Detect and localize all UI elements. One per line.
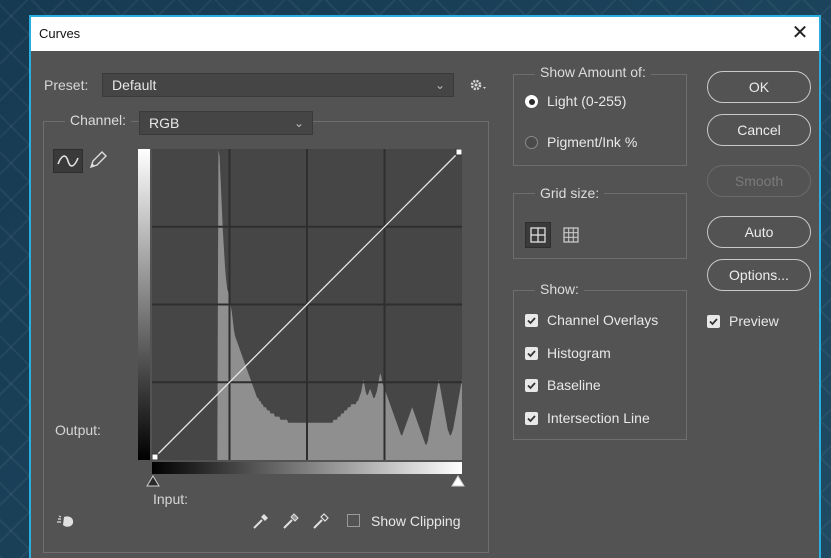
ok-button[interactable]: OK	[707, 71, 811, 103]
curve-point-black[interactable]	[152, 453, 159, 460]
black-eyedropper-icon[interactable]	[251, 511, 271, 531]
curve-point-white[interactable]	[455, 149, 462, 156]
light-radio[interactable]	[525, 95, 538, 108]
show-clipping-checkbox[interactable]	[347, 514, 360, 527]
baseline-label: Baseline	[547, 377, 601, 393]
smooth-button[interactable]: Smooth	[707, 165, 811, 197]
checkmark-icon	[709, 318, 718, 326]
pigment-radio-label: Pigment/Ink %	[547, 134, 638, 150]
curve-graph[interactable]	[152, 149, 462, 460]
channel-value: RGB	[149, 115, 180, 131]
intersection-line-checkbox[interactable]	[525, 412, 538, 425]
light-radio-label: Light (0-255)	[547, 93, 627, 109]
gray-eyedropper-icon[interactable]	[281, 511, 301, 531]
close-icon[interactable]: ✕	[791, 22, 809, 44]
detailed-grid-button[interactable]	[559, 223, 583, 247]
white-eyedropper-icon[interactable]	[311, 511, 331, 531]
preview-label: Preview	[729, 313, 779, 329]
show-group	[513, 290, 687, 440]
output-gradient-bar	[138, 149, 150, 460]
curves-dialog: Curves ✕ Preset: Default ⌄ Channel: RGB …	[29, 15, 821, 558]
chevron-down-icon: ⌄	[434, 78, 445, 92]
curve-point-tool[interactable]	[53, 149, 83, 173]
cancel-button[interactable]: Cancel	[707, 114, 811, 146]
checkmark-icon	[527, 350, 536, 358]
title-bar: Curves ✕	[31, 17, 819, 51]
pencil-icon[interactable]	[87, 149, 109, 171]
auto-button[interactable]: Auto	[707, 216, 811, 248]
channel-label: Channel:	[65, 112, 132, 128]
pigment-radio[interactable]	[525, 136, 538, 149]
intersection-line-label: Intersection Line	[547, 410, 650, 426]
checkmark-icon	[527, 382, 536, 390]
histogram-label: Histogram	[547, 345, 611, 361]
channel-dropdown[interactable]: RGB ⌄	[139, 111, 313, 135]
targeted-adjustment-icon[interactable]	[55, 511, 79, 531]
simple-grid-button[interactable]	[525, 222, 551, 248]
window-title: Curves	[39, 26, 81, 41]
curve-line[interactable]	[153, 150, 461, 459]
grid-10-icon	[563, 227, 579, 243]
grid-4-icon	[530, 227, 546, 243]
checkmark-icon	[527, 415, 536, 423]
preview-checkbox[interactable]	[707, 315, 720, 328]
show-amount-group	[513, 74, 687, 166]
black-point-slider-icon[interactable]	[146, 475, 160, 487]
white-point-slider-icon[interactable]	[451, 475, 465, 487]
checkmark-icon	[527, 317, 536, 325]
channel-overlays-label: Channel Overlays	[547, 312, 659, 328]
chevron-down-icon: ⌄	[293, 116, 304, 130]
preset-dropdown[interactable]: Default ⌄	[102, 73, 454, 97]
channel-dropdown-area	[135, 110, 321, 136]
gear-icon[interactable]	[469, 77, 489, 93]
show-amount-title: Show Amount of:	[535, 64, 651, 80]
histogram-checkbox[interactable]	[525, 347, 538, 360]
show-title: Show:	[535, 281, 584, 297]
channel-overlays-checkbox[interactable]	[525, 314, 538, 327]
baseline-checkbox[interactable]	[525, 379, 538, 392]
curve-icon	[57, 155, 79, 167]
input-label: Input:	[153, 491, 189, 507]
show-clipping-label: Show Clipping	[371, 513, 461, 529]
preset-value: Default	[112, 77, 157, 93]
preset-label: Preset:	[44, 77, 89, 93]
input-gradient-bar	[152, 462, 462, 474]
output-label: Output:	[55, 422, 101, 438]
grid-size-title: Grid size:	[535, 185, 605, 201]
options-button[interactable]: Options...	[707, 259, 811, 291]
